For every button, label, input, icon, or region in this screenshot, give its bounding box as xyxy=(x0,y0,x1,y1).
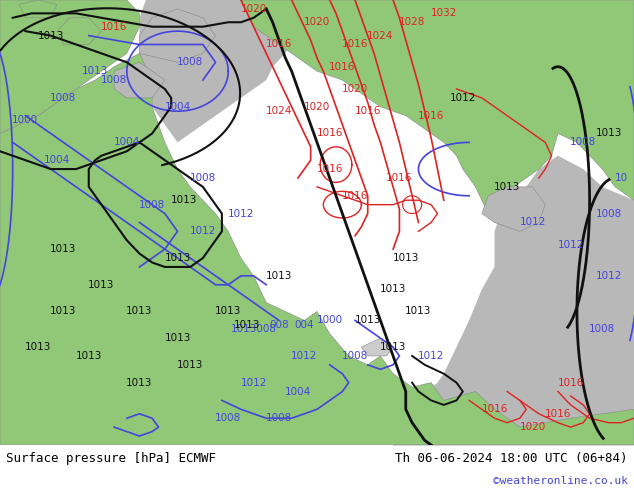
Text: 1016: 1016 xyxy=(316,164,343,174)
Polygon shape xyxy=(393,156,634,445)
Text: 1008: 1008 xyxy=(570,137,597,147)
Text: 1004: 1004 xyxy=(285,387,311,396)
Text: 1008: 1008 xyxy=(215,413,242,423)
Text: 1012: 1012 xyxy=(240,378,267,388)
Text: 1013: 1013 xyxy=(215,306,242,317)
Text: 1000: 1000 xyxy=(12,115,39,125)
Text: 1013: 1013 xyxy=(50,244,77,254)
Text: 1008: 1008 xyxy=(101,75,127,85)
Text: 1013: 1013 xyxy=(25,342,51,352)
Text: 1016: 1016 xyxy=(342,191,368,201)
Text: 1008: 1008 xyxy=(595,209,622,219)
Text: 1012: 1012 xyxy=(519,218,546,227)
Text: 1020: 1020 xyxy=(240,4,267,14)
Polygon shape xyxy=(19,0,57,18)
Text: 1016: 1016 xyxy=(557,378,584,388)
Text: 1020: 1020 xyxy=(304,102,330,112)
Text: 1013: 1013 xyxy=(392,253,419,263)
Text: 1016: 1016 xyxy=(418,111,444,121)
Text: 1013: 1013 xyxy=(380,342,406,352)
Text: 1004: 1004 xyxy=(44,155,70,165)
Text: 1013: 1013 xyxy=(380,284,406,294)
Text: 1013: 1013 xyxy=(75,351,102,361)
Text: 1016: 1016 xyxy=(342,40,368,49)
Text: 1032: 1032 xyxy=(430,8,457,18)
Text: 1016: 1016 xyxy=(329,62,356,72)
Polygon shape xyxy=(139,9,216,62)
Text: 1020: 1020 xyxy=(519,422,546,432)
Text: 1012: 1012 xyxy=(228,209,254,219)
Text: 1012: 1012 xyxy=(557,240,584,250)
Text: 1016: 1016 xyxy=(316,128,343,139)
Text: 1012: 1012 xyxy=(418,351,444,361)
Text: 1024: 1024 xyxy=(266,106,292,116)
Text: Th 06-06-2024 18:00 UTC (06+84): Th 06-06-2024 18:00 UTC (06+84) xyxy=(395,452,628,465)
Text: 004: 004 xyxy=(295,320,314,330)
Text: 1020: 1020 xyxy=(342,84,368,94)
Text: 10: 10 xyxy=(615,173,628,183)
Text: 1016: 1016 xyxy=(101,22,127,32)
Text: 1012: 1012 xyxy=(190,226,216,236)
Text: 1013008: 1013008 xyxy=(231,324,276,334)
Text: 1008: 1008 xyxy=(139,199,165,210)
Text: 1013: 1013 xyxy=(88,280,115,290)
Polygon shape xyxy=(241,0,634,222)
Text: 1013: 1013 xyxy=(171,195,197,205)
Text: 1016: 1016 xyxy=(386,173,413,183)
Polygon shape xyxy=(0,0,139,133)
Text: 1000: 1000 xyxy=(316,316,343,325)
Polygon shape xyxy=(0,53,634,445)
Text: 1008: 1008 xyxy=(266,413,292,423)
Text: 1004: 1004 xyxy=(113,137,140,147)
Text: 1028: 1028 xyxy=(399,17,425,27)
Text: ©weatheronline.co.uk: ©weatheronline.co.uk xyxy=(493,476,628,486)
Text: 1004: 1004 xyxy=(164,102,191,112)
Text: 1016: 1016 xyxy=(481,404,508,415)
Text: 1016: 1016 xyxy=(266,40,292,49)
Text: 1013: 1013 xyxy=(354,316,381,325)
Text: 1013: 1013 xyxy=(405,306,432,317)
Text: 1013: 1013 xyxy=(164,333,191,343)
Text: 1013: 1013 xyxy=(164,253,191,263)
Text: 1012: 1012 xyxy=(291,351,318,361)
Text: 1008: 1008 xyxy=(50,93,77,103)
Text: 1008: 1008 xyxy=(589,324,616,334)
Text: Surface pressure [hPa] ECMWF: Surface pressure [hPa] ECMWF xyxy=(6,452,216,465)
Text: 1013: 1013 xyxy=(50,306,77,317)
Text: 1008: 1008 xyxy=(342,351,368,361)
Polygon shape xyxy=(361,338,393,356)
Text: 1012: 1012 xyxy=(450,93,476,103)
Text: 1013: 1013 xyxy=(494,182,521,192)
Text: 1013: 1013 xyxy=(82,66,108,76)
Text: 1012: 1012 xyxy=(595,271,622,281)
Text: 1013: 1013 xyxy=(234,320,261,330)
Text: 1013: 1013 xyxy=(126,378,153,388)
Text: 1013: 1013 xyxy=(595,128,622,139)
Text: 1008: 1008 xyxy=(177,57,204,67)
Text: 1013: 1013 xyxy=(37,30,64,41)
Polygon shape xyxy=(139,0,304,143)
Text: 1013: 1013 xyxy=(126,306,153,317)
Polygon shape xyxy=(482,187,545,231)
Text: 1016: 1016 xyxy=(354,106,381,116)
Polygon shape xyxy=(114,62,165,98)
Text: 1024: 1024 xyxy=(367,30,394,41)
Polygon shape xyxy=(57,18,101,45)
Text: 1016: 1016 xyxy=(545,409,571,419)
Text: 1013: 1013 xyxy=(266,271,292,281)
Text: 1020: 1020 xyxy=(304,17,330,27)
Text: 008: 008 xyxy=(269,320,288,330)
Text: 1013: 1013 xyxy=(177,360,204,370)
Text: 1008: 1008 xyxy=(190,173,216,183)
